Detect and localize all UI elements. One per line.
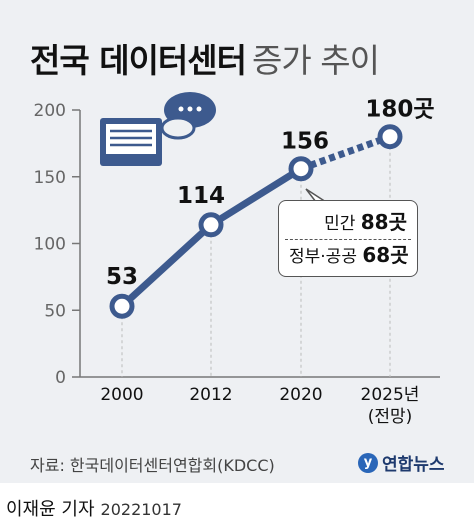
- data-point: [288, 156, 314, 182]
- x-tick-label: 2000: [100, 385, 143, 405]
- data-label: 180곳: [365, 97, 434, 123]
- chart-title: 전국 데이터센터 증가 추이: [30, 34, 380, 82]
- speech-bubble-icon: [160, 92, 216, 140]
- line-chart: 0 50 100 150 200 2000 2012 2020 2025년(전망) 53 114 1…: [34, 92, 440, 427]
- callout-private-label: 민간: [324, 214, 356, 234]
- reporter-name: 이재윤 기자: [6, 499, 95, 520]
- y-tick-label: 0: [55, 368, 66, 388]
- source-note: 자료: 한국데이터센터연합회(KDCC): [30, 456, 275, 475]
- title-main: 전국 데이터센터: [30, 41, 247, 80]
- server-tray-icon: [100, 118, 162, 166]
- data-point: [198, 212, 224, 238]
- logo-text: 연합뉴스: [382, 455, 445, 475]
- y-tick-label: 100: [34, 235, 66, 255]
- breakdown-callout: 민간 88곳 정부·공공 68곳: [278, 200, 418, 277]
- data-point: [377, 124, 403, 150]
- x-tick-label: 2025년: [361, 385, 420, 405]
- y-tick-label: 150: [34, 168, 66, 188]
- y-tick-label: 200: [34, 101, 66, 121]
- x-tick-sublabel: (전망): [368, 407, 413, 427]
- callout-divider: [285, 239, 411, 240]
- x-tick-label: 2020: [279, 385, 322, 405]
- publish-date: 20221017: [100, 500, 182, 519]
- callout-row-private: 민간 88곳: [289, 207, 407, 239]
- x-tick-label: 2012: [189, 385, 232, 405]
- yonhap-logo: y 연합뉴스: [358, 450, 445, 475]
- data-label: 53: [106, 264, 138, 290]
- data-label: 156: [281, 129, 329, 155]
- logo-mark: y: [358, 452, 378, 473]
- byline: 이재윤 기자 20221017: [6, 495, 182, 521]
- title-sub: 증가 추이: [252, 41, 380, 80]
- series-line-projected: [299, 133, 392, 173]
- callout-public-label: 정부·공공: [289, 247, 357, 267]
- callout-row-public: 정부·공공 68곳: [289, 240, 409, 272]
- data-label: 114: [177, 183, 225, 209]
- callout-private-value: 88곳: [360, 210, 407, 234]
- y-tick-label: 50: [44, 301, 66, 321]
- data-point: [109, 293, 135, 319]
- callout-public-value: 68곳: [362, 243, 409, 267]
